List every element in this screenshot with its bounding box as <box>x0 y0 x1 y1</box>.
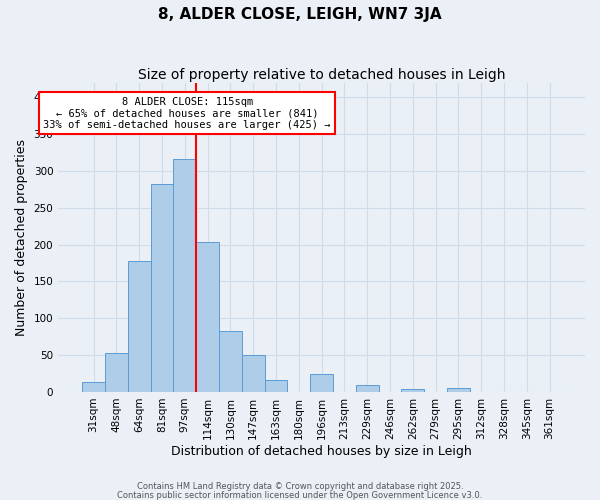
Bar <box>105 353 128 392</box>
Bar <box>447 388 470 392</box>
Text: Contains HM Land Registry data © Crown copyright and database right 2025.: Contains HM Land Registry data © Crown c… <box>137 482 463 491</box>
Y-axis label: Number of detached properties: Number of detached properties <box>15 139 28 336</box>
Bar <box>356 386 379 392</box>
Bar <box>219 331 242 392</box>
Bar <box>401 389 424 392</box>
Bar <box>128 261 151 392</box>
Bar <box>173 158 196 392</box>
Bar <box>82 382 105 392</box>
X-axis label: Distribution of detached houses by size in Leigh: Distribution of detached houses by size … <box>171 444 472 458</box>
Bar <box>242 355 265 392</box>
Title: Size of property relative to detached houses in Leigh: Size of property relative to detached ho… <box>138 68 505 82</box>
Text: 8 ALDER CLOSE: 115sqm
← 65% of detached houses are smaller (841)
33% of semi-det: 8 ALDER CLOSE: 115sqm ← 65% of detached … <box>43 96 331 130</box>
Bar <box>310 374 333 392</box>
Bar <box>151 184 173 392</box>
Bar <box>196 242 219 392</box>
Text: Contains public sector information licensed under the Open Government Licence v3: Contains public sector information licen… <box>118 490 482 500</box>
Text: 8, ALDER CLOSE, LEIGH, WN7 3JA: 8, ALDER CLOSE, LEIGH, WN7 3JA <box>158 8 442 22</box>
Bar <box>265 380 287 392</box>
